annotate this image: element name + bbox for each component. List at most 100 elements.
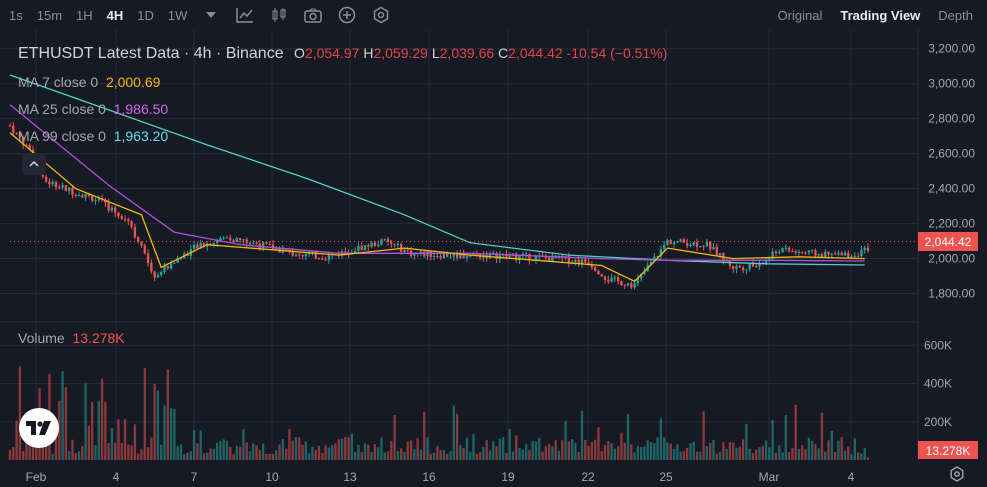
volume-bar xyxy=(104,401,107,460)
view-trading-view[interactable]: Trading View xyxy=(840,7,921,23)
volume-bar xyxy=(623,442,626,460)
volume-bar xyxy=(199,430,202,460)
volume-bar xyxy=(169,408,173,460)
candle-style-icon[interactable] xyxy=(268,4,290,26)
volume-bar xyxy=(732,442,735,460)
candle-body xyxy=(659,248,663,257)
candle-body xyxy=(21,137,25,145)
candle-body xyxy=(357,245,360,251)
time-axis: Feb 4 7 10 13 16 19 22 25 Mar 4 xyxy=(26,470,855,484)
settings-gear-icon[interactable] xyxy=(370,4,392,26)
timeframe-1s[interactable]: 1s xyxy=(9,7,23,23)
volume-bar xyxy=(768,447,771,460)
volume-bar xyxy=(745,423,748,460)
volume-bar xyxy=(531,441,534,460)
timeframe-1d[interactable]: 1D xyxy=(137,7,154,23)
candle-body xyxy=(192,244,196,250)
candle-body xyxy=(794,251,797,253)
volume-bar xyxy=(77,451,81,460)
volume-bar xyxy=(137,453,140,460)
camera-icon[interactable] xyxy=(302,4,324,26)
volume-bar xyxy=(114,442,117,460)
candle-body xyxy=(215,240,219,243)
candle-body xyxy=(143,245,146,254)
candle-body xyxy=(820,253,824,258)
candle-body xyxy=(804,252,807,254)
candle-body xyxy=(133,227,137,238)
volume-bar xyxy=(212,448,215,460)
volume-bar xyxy=(130,445,133,460)
more-timeframes-icon[interactable] xyxy=(200,4,222,26)
ma7-legend[interactable]: MA 7 close 0 2,000.69 xyxy=(18,74,161,90)
volume-bar xyxy=(156,390,160,460)
volume-bar xyxy=(515,435,518,460)
volume-bar xyxy=(192,430,196,460)
volume-bar xyxy=(354,452,357,460)
candle-body xyxy=(524,253,528,255)
candle-body xyxy=(48,181,51,185)
candle-body xyxy=(580,259,584,264)
candle-body xyxy=(265,242,268,244)
candle-body xyxy=(689,244,692,247)
candle-body xyxy=(110,207,114,211)
add-icon[interactable] xyxy=(336,4,358,26)
collapse-legend-button[interactable] xyxy=(22,153,46,175)
volume-bar xyxy=(429,453,432,460)
volume-bar xyxy=(860,453,863,460)
view-depth[interactable]: Depth xyxy=(938,7,973,23)
ma99-legend[interactable]: MA 99 close 0 1,963.20 xyxy=(18,128,169,144)
candle-body xyxy=(860,249,863,257)
candle-body xyxy=(488,253,492,258)
indicators-icon[interactable] xyxy=(234,4,256,26)
candle-body xyxy=(314,251,317,259)
volume-bar xyxy=(278,444,281,460)
view-original[interactable]: Original xyxy=(777,7,823,23)
volume-bar xyxy=(626,414,630,460)
candle-body xyxy=(702,246,705,248)
timeframe-4h[interactable]: 4H xyxy=(106,7,124,23)
volume-bar xyxy=(534,441,538,460)
candle-body xyxy=(771,251,774,259)
volume-bar xyxy=(107,443,110,460)
ma25-legend[interactable]: MA 25 close 0 1,986.50 xyxy=(18,101,169,117)
tradingview-logo-icon[interactable] xyxy=(19,408,59,448)
candle-body xyxy=(298,254,301,256)
volume-bar xyxy=(331,445,334,460)
time-tick-label: 4 xyxy=(848,470,855,484)
volume-bar xyxy=(222,439,225,460)
timeframe-1h[interactable]: 1H xyxy=(76,7,93,23)
timeframe-15m[interactable]: 15m xyxy=(36,7,63,23)
volume-bar xyxy=(646,440,649,460)
candle-body xyxy=(396,243,400,245)
volume-bar xyxy=(41,445,45,460)
volume-bar xyxy=(284,448,288,460)
candle-body xyxy=(156,274,160,278)
candle-body xyxy=(15,132,18,134)
candle-body xyxy=(275,248,278,250)
candle-body xyxy=(137,237,140,242)
volume-bar xyxy=(337,439,340,460)
volume-bar xyxy=(656,437,659,460)
volume-bar xyxy=(209,448,212,460)
candle-body xyxy=(261,242,265,249)
volume-bar xyxy=(58,400,61,460)
candle-body xyxy=(235,238,238,243)
volume-bar xyxy=(153,383,156,460)
timeframe-1w[interactable]: 1W xyxy=(167,7,188,23)
volume-bar xyxy=(380,437,383,460)
candle-body xyxy=(248,243,252,245)
volume-bar xyxy=(692,441,695,460)
candle-body xyxy=(146,253,150,263)
price-chart[interactable]: 3,200.00 3,000.00 2,800.00 2,600.00 2,400.00… xyxy=(0,30,987,487)
candle-body xyxy=(577,259,580,264)
candle-body xyxy=(758,262,761,267)
volume-legend: Volume 13.278K xyxy=(18,330,125,346)
price-tick-label: 2,400.00 xyxy=(928,182,975,196)
chart-settings-icon[interactable] xyxy=(949,466,965,487)
volume-bar xyxy=(633,452,636,460)
candle-body xyxy=(814,250,817,256)
candle-body xyxy=(640,273,643,279)
candle-body xyxy=(735,265,738,269)
volume-bar xyxy=(35,443,38,460)
candle-body xyxy=(169,263,173,269)
